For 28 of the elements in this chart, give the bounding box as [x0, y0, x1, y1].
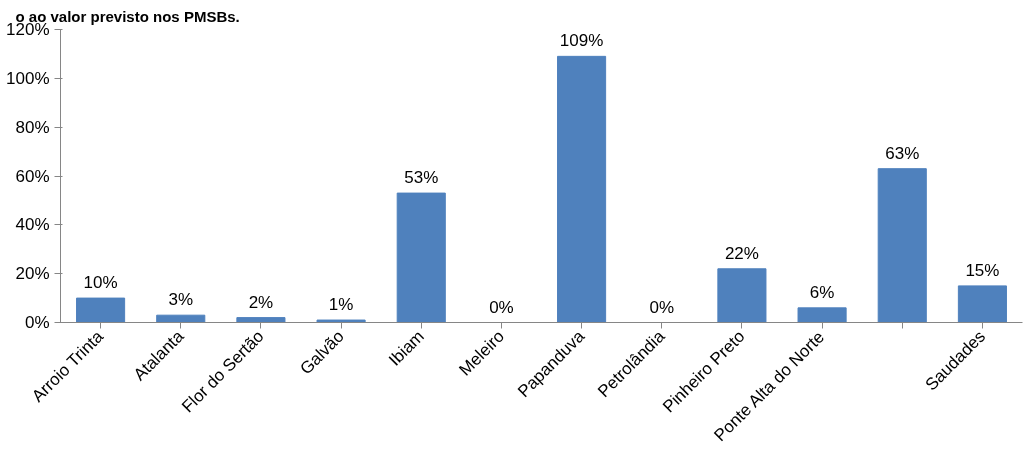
data-label: 2%: [248, 292, 274, 312]
data-label: 3%: [168, 290, 194, 310]
bar: [156, 314, 206, 323]
data-label: 6%: [809, 282, 835, 302]
data-label: 0%: [489, 297, 514, 317]
bar: [557, 55, 607, 323]
y-tick-label: 40%: [15, 215, 50, 235]
bar: [396, 192, 446, 323]
y-tick-label: 0%: [24, 313, 50, 332]
y-tick-label: 100%: [6, 68, 50, 88]
y-tick-label: 20%: [15, 264, 50, 284]
bar: [76, 297, 126, 323]
bar: [957, 285, 1007, 323]
bar: [717, 268, 767, 323]
bar: [236, 317, 286, 323]
y-tick-label: 60%: [15, 166, 50, 186]
data-label: 109%: [559, 31, 604, 51]
data-label: 53%: [404, 168, 439, 188]
y-tick-label: 80%: [15, 117, 50, 137]
data-label: 63%: [885, 143, 920, 163]
data-label: 1%: [328, 295, 354, 315]
bar: [316, 319, 366, 323]
data-label: 15%: [965, 260, 1000, 280]
bar: [797, 307, 847, 323]
data-label: 22%: [724, 243, 759, 263]
data-label: 0%: [649, 297, 675, 317]
data-label: 10%: [83, 273, 118, 293]
bar: [877, 168, 927, 323]
